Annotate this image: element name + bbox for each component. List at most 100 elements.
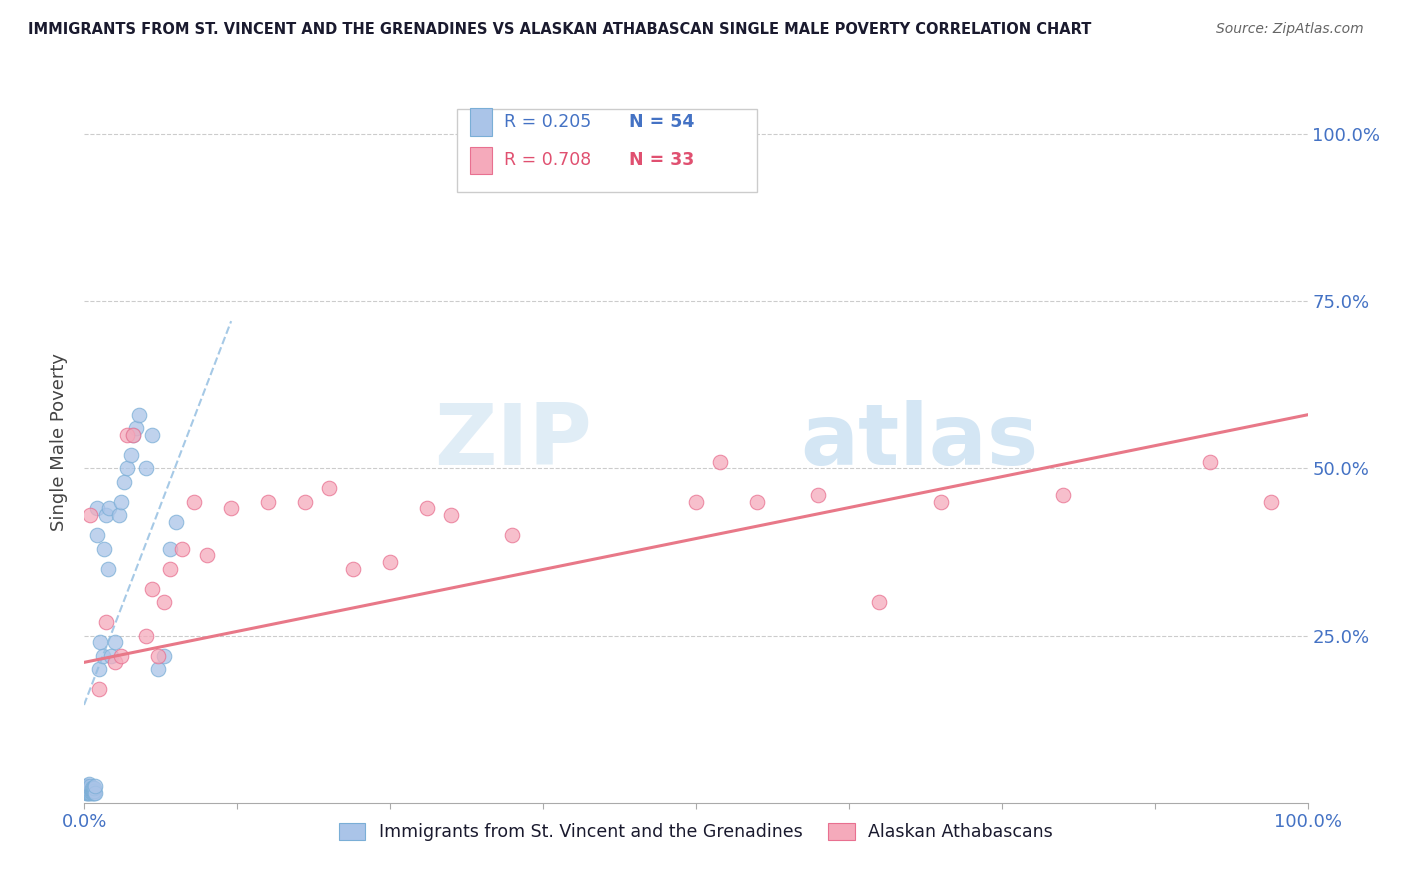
Point — [83, 784, 105, 798]
Point — [153, 648, 176, 663]
Point — [125, 421, 148, 435]
Point — [97, 562, 120, 576]
Point — [86, 528, 108, 542]
Point — [96, 615, 118, 630]
Y-axis label: Single Male Poverty: Single Male Poverty — [51, 352, 69, 531]
Point — [83, 786, 105, 800]
Point — [135, 461, 157, 475]
Point — [159, 562, 181, 576]
Bar — [470, 146, 492, 174]
Point — [709, 455, 731, 469]
Point — [84, 779, 107, 793]
Point — [91, 648, 114, 663]
Point — [195, 548, 218, 563]
Text: N = 54: N = 54 — [628, 113, 695, 131]
Point — [75, 782, 97, 797]
Point — [80, 784, 103, 798]
Text: IMMIGRANTS FROM ST. VINCENT AND THE GRENADINES VS ALASKAN ATHABASCAN SINGLE MALE: IMMIGRANTS FROM ST. VINCENT AND THE GREN… — [28, 22, 1091, 37]
Point — [75, 786, 97, 800]
Point — [502, 528, 524, 542]
Point — [77, 786, 100, 800]
Point — [77, 784, 100, 798]
Point — [86, 501, 108, 516]
Point — [76, 779, 98, 793]
Point — [107, 508, 129, 523]
Bar — [470, 108, 492, 136]
Point — [77, 782, 100, 797]
Point — [183, 494, 205, 508]
Text: R = 0.708: R = 0.708 — [503, 152, 591, 169]
Point — [122, 427, 145, 442]
Point — [416, 501, 439, 516]
Point — [87, 681, 110, 696]
Point — [110, 494, 132, 508]
Point — [97, 501, 120, 516]
Point — [77, 781, 100, 796]
Point — [73, 782, 96, 797]
Point — [79, 779, 101, 793]
Point — [100, 648, 122, 663]
Point — [318, 482, 340, 496]
Point — [96, 508, 118, 523]
Point — [141, 427, 163, 442]
Point — [75, 779, 97, 793]
Point — [172, 541, 194, 556]
Point — [77, 777, 100, 791]
Text: atlas: atlas — [800, 400, 1038, 483]
Point — [77, 779, 100, 793]
Point — [115, 461, 138, 475]
Point — [146, 662, 169, 676]
Point — [122, 427, 145, 442]
Text: ZIP: ZIP — [434, 400, 592, 483]
Point — [120, 448, 142, 462]
Point — [747, 494, 769, 508]
Point — [87, 662, 110, 676]
Point — [82, 781, 104, 796]
Point — [80, 781, 103, 796]
Point — [440, 508, 463, 523]
Point — [77, 786, 100, 800]
Point — [89, 635, 111, 649]
Point — [112, 475, 135, 489]
Point — [165, 515, 187, 529]
Point — [342, 562, 364, 576]
Point — [146, 648, 169, 663]
Point — [115, 427, 138, 442]
Point — [76, 786, 98, 800]
Point — [869, 595, 891, 609]
Point — [82, 786, 104, 800]
Point — [79, 781, 101, 796]
Point — [104, 635, 127, 649]
Text: Source: ZipAtlas.com: Source: ZipAtlas.com — [1216, 22, 1364, 37]
Legend: Immigrants from St. Vincent and the Grenadines, Alaskan Athabascans: Immigrants from St. Vincent and the Gren… — [332, 815, 1060, 848]
Point — [128, 408, 150, 422]
Text: R = 0.205: R = 0.205 — [503, 113, 591, 131]
Point — [807, 488, 830, 502]
FancyBboxPatch shape — [457, 109, 758, 193]
Point — [257, 494, 280, 508]
Point — [219, 501, 242, 516]
Point — [80, 786, 103, 800]
Point — [685, 494, 707, 508]
Point — [83, 781, 105, 796]
Point — [104, 655, 127, 669]
Point — [79, 508, 101, 523]
Point — [929, 494, 952, 508]
Point — [153, 595, 176, 609]
Point — [1260, 494, 1282, 508]
Point — [76, 782, 98, 797]
Text: N = 33: N = 33 — [628, 152, 695, 169]
Point — [79, 786, 101, 800]
Point — [159, 541, 181, 556]
Point — [1198, 455, 1220, 469]
Point — [1052, 488, 1074, 502]
Point — [294, 494, 316, 508]
Point — [84, 786, 107, 800]
Point — [110, 648, 132, 663]
Point — [141, 582, 163, 596]
Point — [380, 555, 402, 569]
Point — [82, 784, 104, 798]
Point — [93, 541, 115, 556]
Point — [79, 784, 101, 798]
Point — [135, 628, 157, 642]
